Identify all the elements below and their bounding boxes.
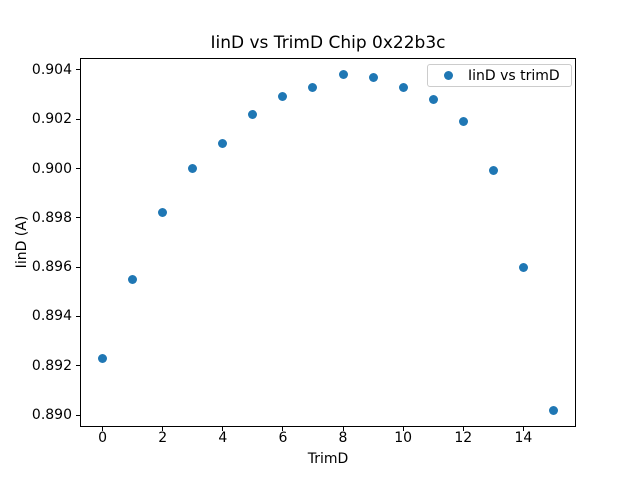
legend-marker-icon bbox=[444, 71, 453, 80]
x-axis-tick bbox=[522, 427, 524, 431]
y-axis-tick-label: 0.898 bbox=[31, 209, 72, 226]
y-axis-tick bbox=[76, 315, 80, 317]
chart-title: IinD vs TrimD Chip 0x22b3c bbox=[210, 33, 446, 53]
scatter-point bbox=[548, 405, 558, 415]
x-axis-tick bbox=[162, 427, 164, 431]
scatter-point bbox=[428, 94, 438, 104]
y-axis-tick bbox=[76, 118, 80, 120]
y-axis-tick-label: 0.892 bbox=[31, 357, 72, 374]
y-axis-tick-label: 0.890 bbox=[31, 407, 72, 424]
x-axis-tick-label: 12 bbox=[454, 430, 473, 446]
x-axis-tick bbox=[222, 427, 224, 431]
x-axis-label: TrimD bbox=[307, 451, 349, 467]
y-axis-tick-label: 0.904 bbox=[31, 61, 72, 78]
x-axis-tick-label: 4 bbox=[218, 430, 228, 446]
scatter-point bbox=[398, 82, 408, 92]
scatter-point bbox=[218, 139, 228, 149]
y-axis-tick bbox=[76, 414, 80, 416]
x-axis-tick-label: 0 bbox=[98, 430, 107, 446]
x-axis-tick-label: 6 bbox=[278, 430, 288, 446]
x-axis-tick-label: 8 bbox=[338, 430, 348, 446]
x-axis-tick bbox=[282, 427, 284, 431]
y-axis-tick-label: 0.896 bbox=[31, 259, 72, 276]
scatter-point bbox=[278, 92, 288, 102]
scatter-point bbox=[458, 117, 468, 127]
y-axis-tick-label: 0.902 bbox=[31, 111, 72, 128]
scatter-point bbox=[158, 208, 168, 218]
x-axis-tick bbox=[102, 427, 104, 431]
scatter-point bbox=[488, 166, 498, 176]
y-axis-tick bbox=[76, 217, 80, 219]
y-axis-tick bbox=[76, 365, 80, 367]
plot-area bbox=[80, 58, 576, 427]
scatter-point bbox=[188, 164, 198, 173]
x-axis-tick-label: 10 bbox=[394, 430, 413, 446]
x-axis-tick bbox=[402, 427, 404, 431]
y-axis-tick bbox=[76, 168, 80, 169]
scatter-point bbox=[248, 109, 258, 119]
y-axis-tick-label: 0.894 bbox=[31, 308, 72, 325]
scatter-point bbox=[518, 262, 528, 272]
y-axis-tick bbox=[76, 266, 80, 268]
legend: IinD vs trimD bbox=[427, 64, 572, 87]
x-axis-tick-label: 2 bbox=[158, 430, 168, 446]
y-axis-tick-label: 0.900 bbox=[31, 160, 72, 177]
scatter-point bbox=[128, 274, 138, 284]
x-axis-tick-label: 14 bbox=[514, 430, 533, 446]
legend-label: IinD vs trimD bbox=[468, 67, 560, 84]
x-axis-tick bbox=[342, 427, 344, 431]
scatter-point bbox=[368, 72, 378, 82]
scatter-point bbox=[308, 82, 318, 92]
x-axis-tick bbox=[462, 427, 464, 431]
scatter-point bbox=[98, 353, 108, 363]
y-axis-tick bbox=[76, 69, 80, 71]
scatter-point bbox=[338, 70, 348, 80]
